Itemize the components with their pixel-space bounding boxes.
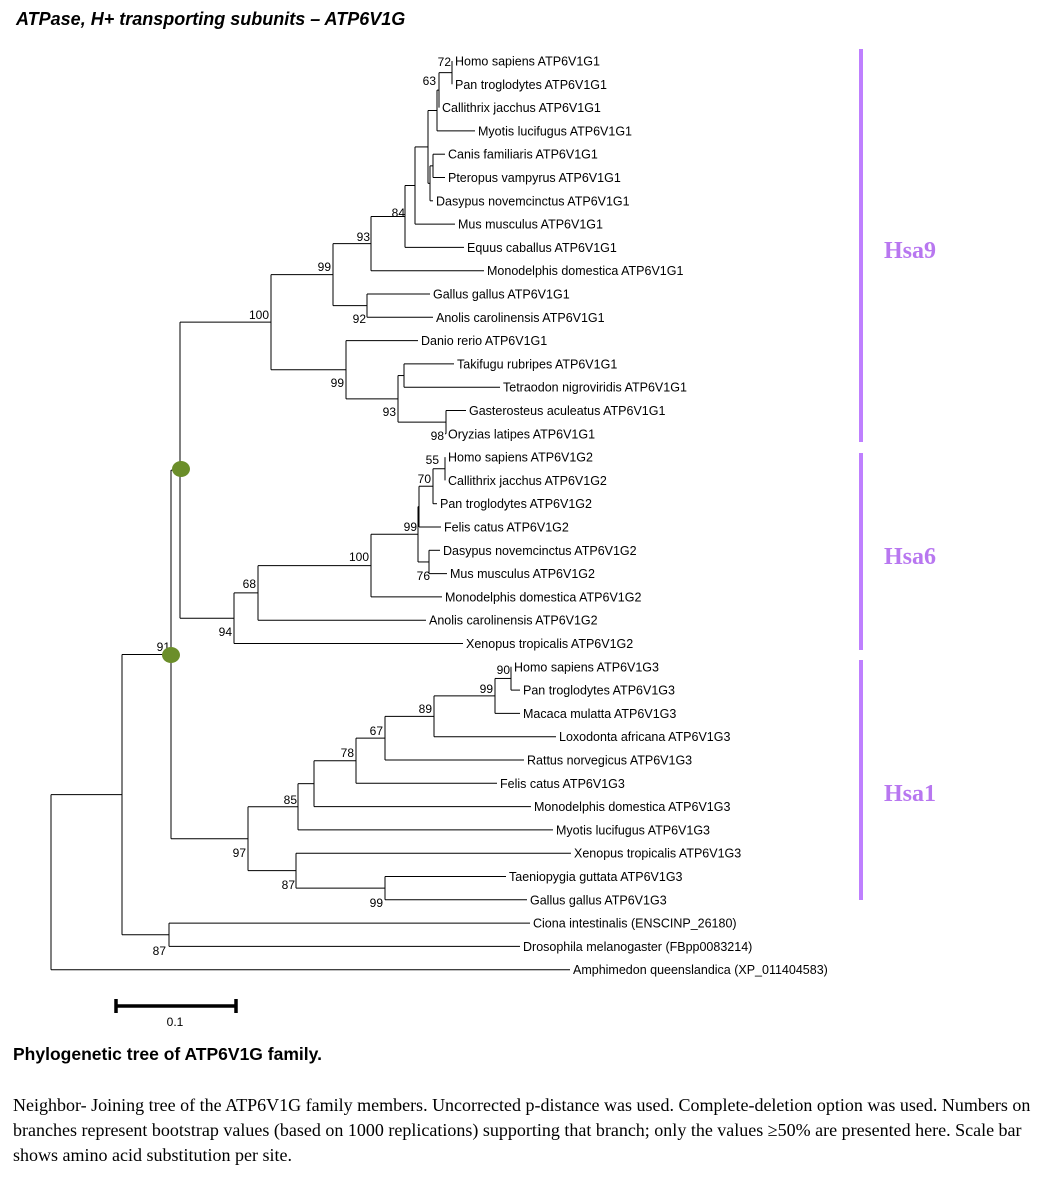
scale-bar-label: 0.1 (167, 1015, 184, 1029)
taxon-label: Oryzias latipes ATP6V1G1 (448, 427, 595, 441)
bootstrap-value: 85 (284, 793, 298, 807)
taxon-label: Gallus gallus ATP6V1G3 (530, 893, 667, 907)
taxon-label: Callithrix jacchus ATP6V1G2 (448, 474, 607, 488)
taxon-label: Canis familiaris ATP6V1G1 (448, 148, 598, 162)
duplication-node-marker (172, 461, 190, 477)
bootstrap-value: 68 (243, 577, 257, 591)
caption-text: Neighbor- Joining tree of the ATP6V1G fa… (13, 1095, 1031, 1165)
taxon-label: Homo sapiens ATP6V1G3 (514, 660, 659, 674)
taxon-label: Gasterosteus aculeatus ATP6V1G1 (469, 404, 665, 418)
bootstrap-value: 99 (480, 682, 494, 696)
taxon-label: Monodelphis domestica ATP6V1G3 (534, 800, 730, 814)
bootstrap-value: 89 (419, 702, 433, 716)
caption-title: Phylogenetic tree of ATP6V1G family. (13, 1044, 322, 1064)
bootstrap-value: 99 (404, 520, 418, 534)
bootstrap-value: 94 (219, 625, 233, 639)
taxon-label: Mus musculus ATP6V1G2 (450, 567, 595, 581)
taxon-label: Pteropus vampyrus ATP6V1G1 (448, 171, 621, 185)
bootstrap-value: 98 (431, 429, 445, 443)
clade-label: Hsa6 (884, 544, 936, 570)
taxon-label: Monodelphis domestica ATP6V1G2 (445, 590, 641, 604)
bootstrap-value: 92 (353, 312, 367, 326)
bootstrap-value: 76 (417, 569, 431, 583)
bootstrap-value: 99 (370, 896, 384, 910)
bootstrap-value: 93 (357, 230, 371, 244)
bootstrap-value: 67 (370, 724, 384, 738)
taxon-label: Anolis carolinensis ATP6V1G2 (429, 614, 598, 628)
taxon-label: Dasypus novemcinctus ATP6V1G1 (436, 194, 630, 208)
bootstrap-value: 99 (318, 260, 332, 274)
taxon-label: Dasypus novemcinctus ATP6V1G2 (443, 544, 637, 558)
taxon-label: Homo sapiens ATP6V1G1 (455, 55, 600, 69)
bootstrap-value: 87 (282, 878, 296, 892)
duplication-node-marker (162, 647, 180, 663)
bootstrap-value: 72 (438, 55, 452, 69)
taxon-label: Drosophila melanogaster (FBpp0083214) (523, 940, 752, 954)
taxon-label: Monodelphis domestica ATP6V1G1 (487, 264, 683, 278)
bootstrap-value: 78 (341, 746, 355, 760)
clade-label: Hsa9 (884, 238, 936, 264)
bootstrap-value: 63 (423, 74, 437, 88)
bootstrap-value: 100 (249, 308, 269, 322)
taxon-label: Callithrix jacchus ATP6V1G1 (442, 101, 601, 115)
taxon-label: Danio rerio ATP6V1G1 (421, 334, 547, 348)
taxon-label: Rattus norvegicus ATP6V1G3 (527, 754, 692, 768)
bootstrap-value: 99 (331, 376, 345, 390)
taxon-label: Tetraodon nigroviridis ATP6V1G1 (503, 381, 687, 395)
taxon-label: Pan troglodytes ATP6V1G3 (523, 684, 675, 698)
taxon-label: Anolis carolinensis ATP6V1G1 (436, 311, 605, 325)
taxon-label: Macaca mulatta ATP6V1G3 (523, 707, 676, 721)
bootstrap-value: 100 (349, 550, 369, 564)
taxon-label: Taeniopygia guttata ATP6V1G3 (509, 870, 683, 884)
taxon-label: Mus musculus ATP6V1G1 (458, 218, 603, 232)
taxon-label: Felis catus ATP6V1G2 (444, 521, 569, 535)
taxon-label: Gallus gallus ATP6V1G1 (433, 288, 570, 302)
bootstrap-value: 70 (418, 472, 432, 486)
figure-title: ATPase, H+ transporting subunits – ATP6V… (16, 9, 406, 29)
taxon-label: Amphimedon queenslandica (XP_011404583) (573, 963, 828, 977)
taxon-label: Pan troglodytes ATP6V1G1 (455, 78, 607, 92)
taxon-label: Felis catus ATP6V1G3 (500, 777, 625, 791)
taxon-label: Xenopus tropicalis ATP6V1G3 (574, 847, 741, 861)
taxon-label: Myotis lucifugus ATP6V1G3 (556, 823, 710, 837)
bootstrap-value: 93 (383, 405, 397, 419)
phylogenetic-tree: Homo sapiens ATP6V1G1 Pan troglodytes ATP… (50, 49, 936, 1029)
bootstrap-value: 87 (153, 944, 167, 958)
bootstrap-value: 84 (392, 206, 406, 220)
taxon-label: Ciona intestinalis (ENSCINP_26180) (533, 917, 737, 931)
taxon-label: Loxodonta africana ATP6V1G3 (559, 730, 730, 744)
taxon-label: Pan troglodytes ATP6V1G2 (440, 497, 592, 511)
bootstrap-value: 90 (497, 663, 511, 677)
taxon-label: Xenopus tropicalis ATP6V1G2 (466, 637, 633, 651)
taxon-label: Myotis lucifugus ATP6V1G1 (478, 124, 632, 138)
taxon-label: Equus caballus ATP6V1G1 (467, 241, 617, 255)
bootstrap-value: 97 (233, 846, 247, 860)
taxon-label: Takifugu rubripes ATP6V1G1 (457, 357, 617, 371)
bootstrap-value: 55 (426, 453, 440, 467)
taxon-label: Homo sapiens ATP6V1G2 (448, 451, 593, 465)
clade-label: Hsa1 (884, 781, 936, 807)
